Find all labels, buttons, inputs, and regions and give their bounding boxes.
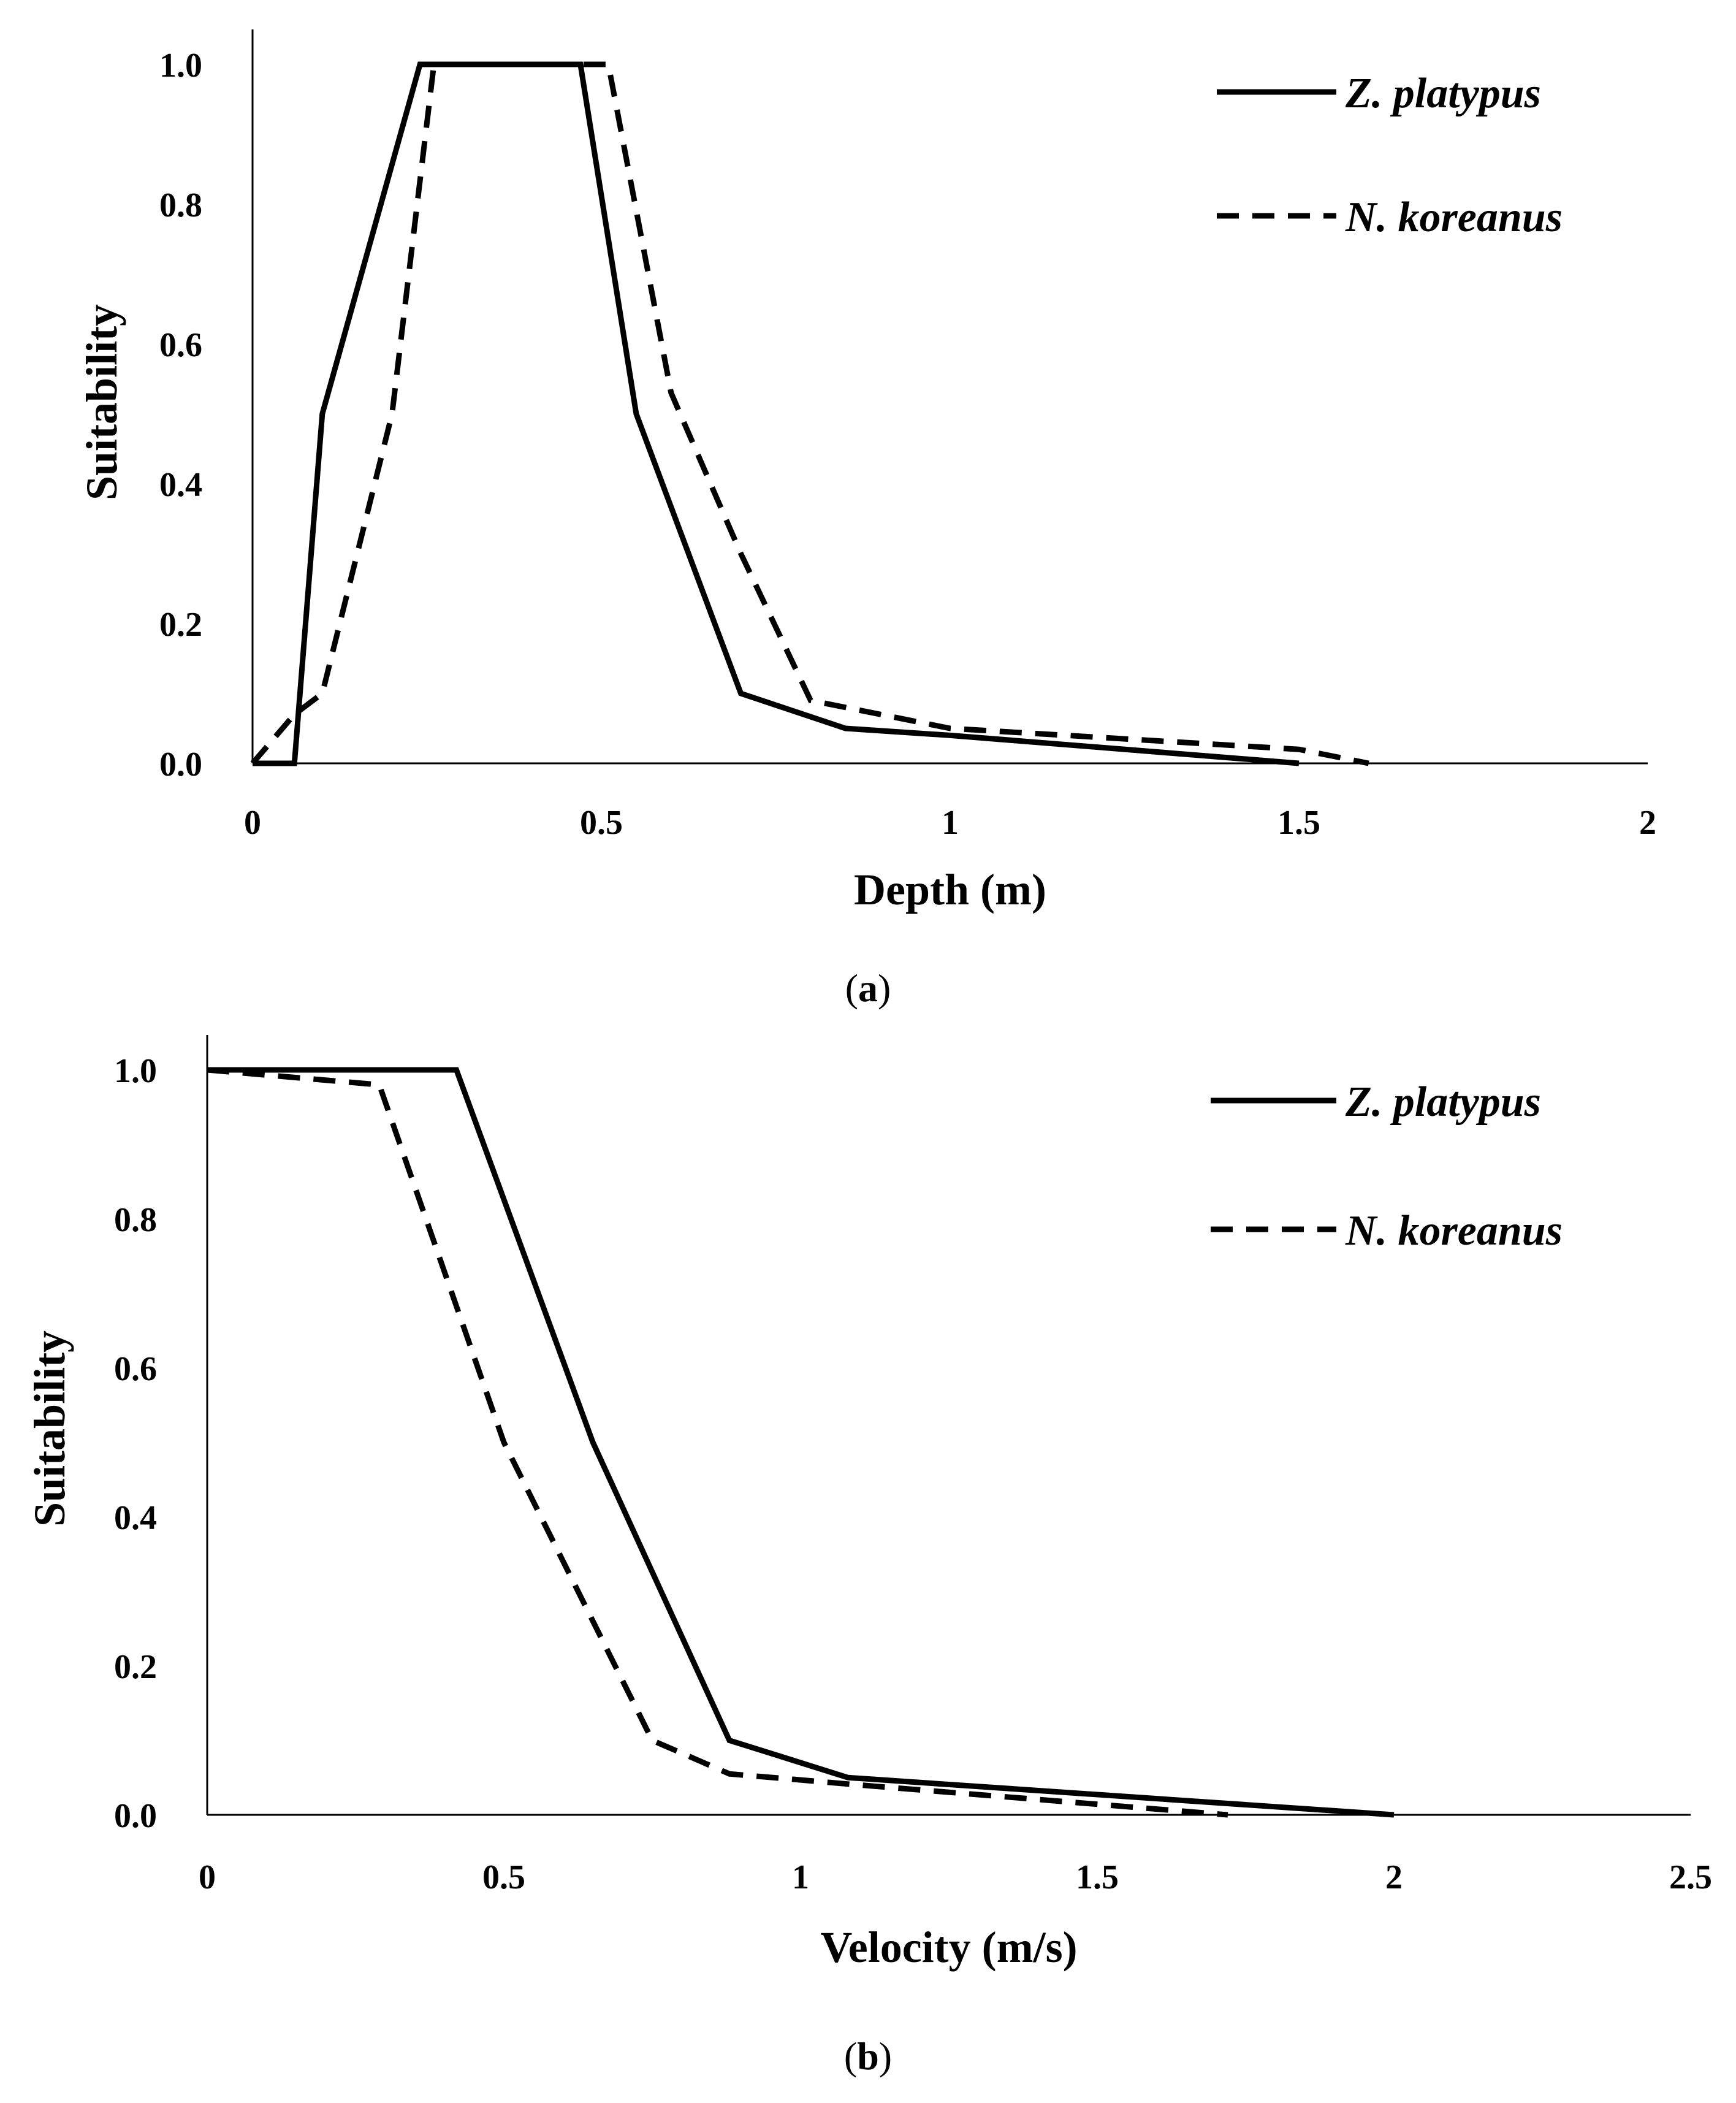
y-tick-label: 1.0 <box>159 47 202 85</box>
x-tick-label: 2 <box>1385 1858 1403 1896</box>
y-tick-label: 0.8 <box>159 186 202 224</box>
y-tick-label: 1.0 <box>114 1052 157 1090</box>
legend: Z. platypus N. koreanus <box>1217 70 1563 241</box>
y-tick-label: 0.6 <box>159 326 202 364</box>
chart-panel-a: 0 0.5 1 1.5 2 0.0 0.2 0.4 0.6 0.8 1.0 Depth (m) Su… <box>77 29 1656 1010</box>
y-axis-title: Suitability <box>77 304 126 500</box>
panel-label: (b) <box>844 2034 892 2078</box>
chart-panel-b: 0 0.5 1 1.5 2 2.5 0.0 0.2 0.4 0.6 0.8 1.0 Velocity … <box>25 1035 1712 2078</box>
y-tick-label: 0.2 <box>114 1648 157 1686</box>
tick-labels: 0 0.5 1 1.5 2 0.0 0.2 0.4 0.6 0.8 1.0 <box>159 47 1656 842</box>
x-tick-label: 2 <box>1639 804 1656 842</box>
y-tick-label: 0.0 <box>159 746 202 784</box>
y-tick-label: 0.2 <box>159 606 202 644</box>
series-line-dashed <box>250 61 1369 766</box>
x-tick-label: 0.5 <box>482 1858 525 1896</box>
x-tick-label: 1.5 <box>1277 804 1320 842</box>
x-tick-label: 1.5 <box>1076 1858 1119 1896</box>
panel-label: (a) <box>845 966 891 1010</box>
x-tick-label: 2.5 <box>1669 1858 1712 1896</box>
x-axis-title: Velocity (m/s) <box>820 1923 1077 1972</box>
legend-label: Z. platypus <box>1345 1078 1541 1126</box>
x-tick-label: 1 <box>942 804 959 842</box>
series-group <box>207 1067 1395 1818</box>
y-tick-label: 0.4 <box>114 1499 157 1537</box>
y-axis-title: Suitability <box>25 1330 74 1527</box>
x-tick-label: 1 <box>792 1858 809 1896</box>
legend: Z. platypus N. koreanus <box>1211 1078 1563 1254</box>
y-tick-label: 0.6 <box>114 1350 157 1388</box>
legend-label: Z. platypus <box>1345 70 1541 117</box>
legend-label: N. koreanus <box>1345 1207 1563 1254</box>
panel-letter: a <box>858 966 878 1010</box>
series-line-solid <box>207 1067 1395 1818</box>
x-axis-title: Depth (m) <box>854 865 1046 914</box>
x-tick-label: 0 <box>199 1858 216 1896</box>
panel-letter: b <box>857 2034 879 2078</box>
series-line-solid <box>253 61 1300 766</box>
tick-labels: 0 0.5 1 1.5 2 2.5 0.0 0.2 0.4 0.6 0.8 1.0 <box>114 1052 1712 1896</box>
x-tick-label: 0.5 <box>580 804 623 842</box>
legend-label: N. koreanus <box>1345 194 1563 241</box>
y-tick-label: 0.0 <box>114 1797 157 1835</box>
y-tick-label: 0.8 <box>114 1201 157 1239</box>
series-group <box>250 61 1369 766</box>
x-tick-label: 0 <box>244 804 261 842</box>
y-tick-label: 0.4 <box>159 466 202 504</box>
